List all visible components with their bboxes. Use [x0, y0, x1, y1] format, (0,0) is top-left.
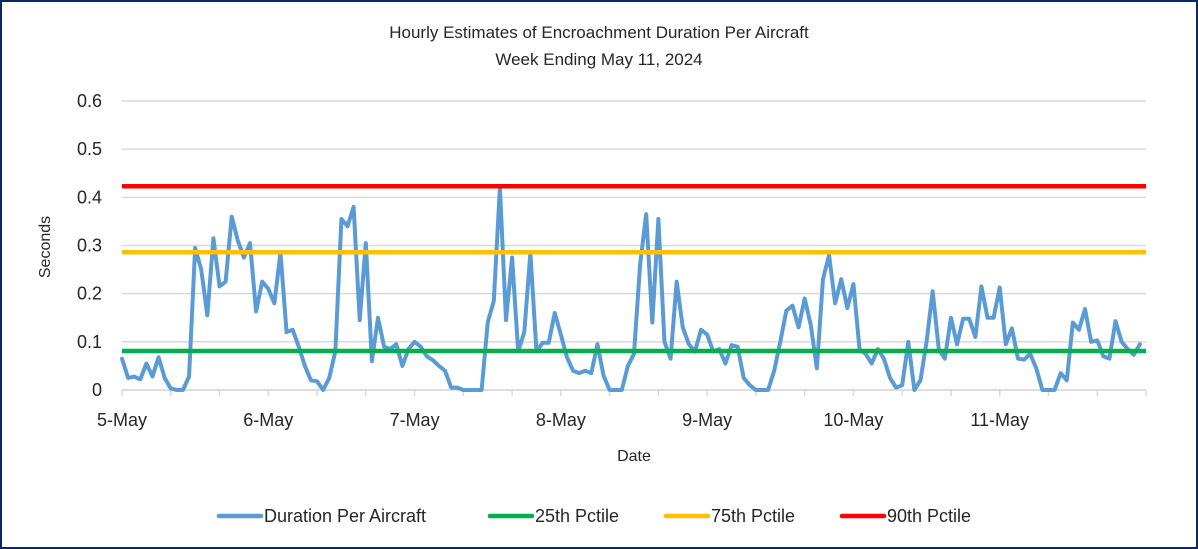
gridlines: [122, 100, 1146, 391]
y-tick-label: 0.6: [77, 91, 102, 111]
x-tick-label: 8-May: [536, 410, 586, 430]
y-tick-label: 0.2: [77, 284, 102, 304]
x-tick-label: 7-May: [390, 410, 440, 430]
legend-item: 90th Pctile: [839, 506, 971, 526]
y-axis-ticks: 0 0.1 0.2 0.3 0.4 0.5 0.6: [77, 91, 102, 400]
chart-title: Hourly Estimates of Encroachment Duratio…: [389, 23, 809, 42]
y-tick-label: 0.1: [77, 332, 102, 352]
y-tick-label: 0.5: [77, 139, 102, 159]
x-tick-label: 6-May: [243, 410, 293, 430]
x-tick-label: 5-May: [97, 410, 147, 430]
y-tick-label: 0.4: [77, 187, 102, 207]
legend-label: Duration Per Aircraft: [264, 506, 426, 526]
series-layer: [120, 184, 1146, 392]
legend-item: 25th Pctile: [487, 506, 619, 526]
y-tick-label: 0: [92, 380, 102, 400]
x-tick-label: 9-May: [682, 410, 732, 430]
legend-label: 25th Pctile: [535, 506, 619, 526]
legend: Duration Per Aircraft 25th Pctile 75th Pct…: [216, 506, 971, 526]
legend-item: 75th Pctile: [663, 506, 795, 526]
y-tick-label: 0.3: [77, 236, 102, 256]
x-axis: 5-May 6-May 7-May 8-May 9-May 10-May 11-May: [97, 389, 1147, 430]
series-line-duration-per-aircraft: [120, 185, 1142, 392]
x-tick-label: 10-May: [823, 410, 883, 430]
chart-subtitle: Week Ending May 11, 2024: [495, 50, 702, 69]
legend-label: 75th Pctile: [711, 506, 795, 526]
y-axis-label: Seconds: [37, 216, 54, 278]
legend-item: Duration Per Aircraft: [216, 506, 426, 526]
x-tick-label: 11-May: [970, 410, 1029, 430]
x-axis-label: Date: [617, 448, 651, 465]
legend-label: 90th Pctile: [887, 506, 971, 526]
